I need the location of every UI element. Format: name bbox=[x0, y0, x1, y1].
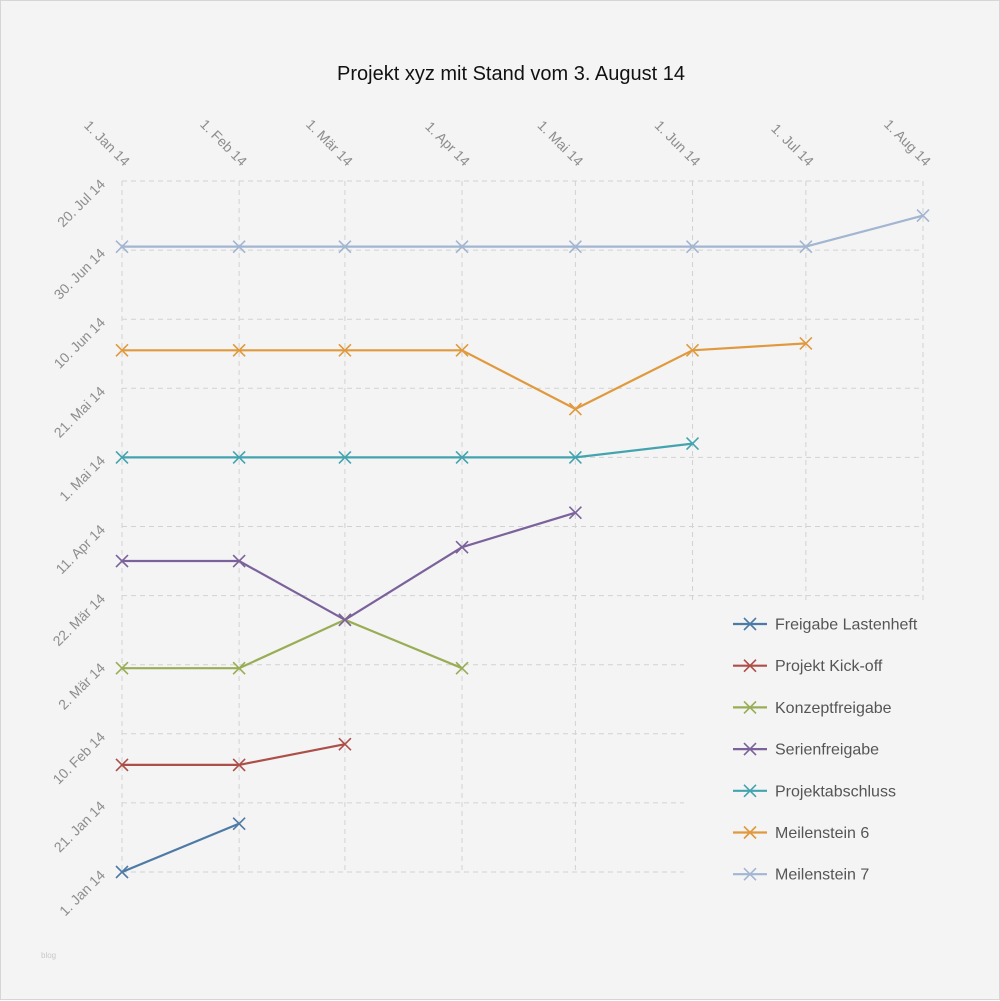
legend-marker bbox=[743, 867, 757, 881]
y-tick-label: 30. Jun 14 bbox=[51, 245, 109, 303]
series-line bbox=[121, 822, 240, 874]
data-point-marker bbox=[568, 506, 582, 520]
y-tick-label: 2. Mär 14 bbox=[55, 659, 108, 712]
x-axis-tick-labels: 1. Jan 14 1. Feb 14 1. Mär 14 1. Apr 14 1. M… bbox=[81, 116, 934, 169]
data-point-marker bbox=[232, 554, 246, 568]
y-tick-label: 10. Jun 14 bbox=[51, 314, 109, 372]
data-point-marker bbox=[799, 240, 813, 254]
data-point-marker bbox=[232, 817, 246, 831]
data-point-marker bbox=[115, 554, 129, 568]
series-serienfreigabe bbox=[115, 506, 582, 627]
data-point-marker bbox=[338, 450, 352, 464]
x-tick-label: 1. Feb 14 bbox=[197, 116, 250, 169]
data-point-marker bbox=[338, 343, 352, 357]
y-tick-label: 21. Jan 14 bbox=[51, 798, 109, 856]
data-point-marker bbox=[232, 343, 246, 357]
legend-item: Meilenstein 7 bbox=[733, 867, 869, 884]
data-point-marker bbox=[685, 343, 700, 357]
data-point-marker bbox=[338, 613, 352, 627]
legend-item: Projektabschluss bbox=[733, 783, 896, 800]
series-projektabschluss bbox=[115, 437, 700, 464]
legend-item: Projekt Kick-off bbox=[733, 658, 883, 675]
watermark-text: blog bbox=[41, 951, 56, 960]
legend-marker bbox=[743, 742, 757, 756]
legend-marker bbox=[743, 700, 757, 714]
y-tick-label: 22. Mär 14 bbox=[49, 590, 108, 649]
data-point-marker bbox=[455, 661, 469, 675]
legend-item: Serienfreigabe bbox=[733, 742, 879, 759]
data-point-marker bbox=[232, 240, 246, 254]
series-line bbox=[122, 743, 346, 767]
data-point-marker bbox=[568, 450, 582, 464]
data-point-marker bbox=[338, 240, 352, 254]
legend-label: Projektabschluss bbox=[775, 783, 896, 800]
data-point-marker bbox=[115, 450, 129, 464]
x-tick-label: 1. Jul 14 bbox=[768, 120, 817, 169]
y-tick-label: 11. Apr 14 bbox=[52, 521, 108, 577]
legend-marker bbox=[743, 659, 757, 673]
x-tick-label: 1. Mär 14 bbox=[303, 116, 356, 169]
series-freigabe-lastenheft bbox=[115, 817, 246, 879]
legend: Freigabe Lastenheft Projekt Kick-off Konze… bbox=[733, 617, 918, 884]
data-point-marker bbox=[685, 240, 700, 254]
legend-marker bbox=[743, 617, 757, 631]
data-point-marker bbox=[232, 450, 246, 464]
legend-item: Freigabe Lastenheft bbox=[733, 617, 918, 634]
data-point-marker bbox=[115, 240, 129, 254]
legend-label: Meilenstein 7 bbox=[775, 867, 869, 884]
y-tick-label: 21. Mai 14 bbox=[51, 383, 109, 441]
data-point-marker bbox=[232, 661, 246, 675]
series-line bbox=[122, 618, 463, 670]
y-tick-label: 1. Mai 14 bbox=[56, 452, 108, 504]
series-lines bbox=[115, 208, 930, 879]
data-point-marker bbox=[685, 437, 700, 451]
data-point-marker bbox=[115, 661, 129, 675]
series-projekt-kick-off bbox=[115, 737, 352, 772]
legend-label: Konzeptfreigabe bbox=[775, 700, 892, 717]
data-point-marker bbox=[568, 240, 582, 254]
chart-title: Projekt xyz mit Stand vom 3. August 14 bbox=[337, 63, 685, 85]
legend-marker bbox=[743, 784, 757, 798]
data-point-marker bbox=[455, 540, 469, 554]
y-tick-label: 20. Jul 14 bbox=[54, 176, 108, 230]
series-line bbox=[122, 442, 693, 459]
data-point-marker bbox=[115, 758, 129, 772]
y-axis-tick-labels: 1. Jan 14 21. Jan 14 10. Feb 14 2. Mär 14 22… bbox=[49, 176, 108, 919]
legend-item: Meilenstein 6 bbox=[733, 825, 869, 842]
legend-label: Projekt Kick-off bbox=[775, 658, 883, 675]
x-tick-label: 1. Mai 14 bbox=[535, 117, 587, 169]
x-tick-label: 1. Apr 14 bbox=[422, 118, 473, 169]
data-point-marker bbox=[232, 758, 246, 772]
x-tick-label: 1. Jan 14 bbox=[81, 117, 133, 169]
data-point-marker bbox=[115, 343, 129, 357]
legend-label: Meilenstein 6 bbox=[775, 825, 869, 842]
legend-item: Konzeptfreigabe bbox=[733, 700, 892, 717]
data-point-marker bbox=[455, 450, 469, 464]
series-line bbox=[122, 214, 924, 248]
data-point-marker bbox=[338, 737, 352, 751]
series-line bbox=[122, 511, 576, 621]
data-point-marker bbox=[455, 240, 469, 254]
data-point-marker bbox=[455, 343, 469, 357]
legend-label: Freigabe Lastenheft bbox=[775, 617, 918, 634]
legend-label: Serienfreigabe bbox=[775, 742, 879, 759]
data-point-marker bbox=[115, 865, 129, 879]
series-meilenstein-7 bbox=[115, 208, 930, 254]
data-point-marker bbox=[799, 336, 813, 350]
x-tick-label: 1. Jun 14 bbox=[652, 117, 704, 169]
data-point-marker bbox=[568, 402, 582, 416]
series-meilenstein-6 bbox=[115, 336, 813, 416]
legend-marker bbox=[743, 825, 757, 840]
x-tick-label: 1. Aug 14 bbox=[881, 116, 934, 169]
data-point-marker bbox=[916, 208, 930, 223]
y-tick-label: 10. Feb 14 bbox=[49, 728, 108, 787]
y-tick-label: 1. Jan 14 bbox=[56, 867, 108, 919]
